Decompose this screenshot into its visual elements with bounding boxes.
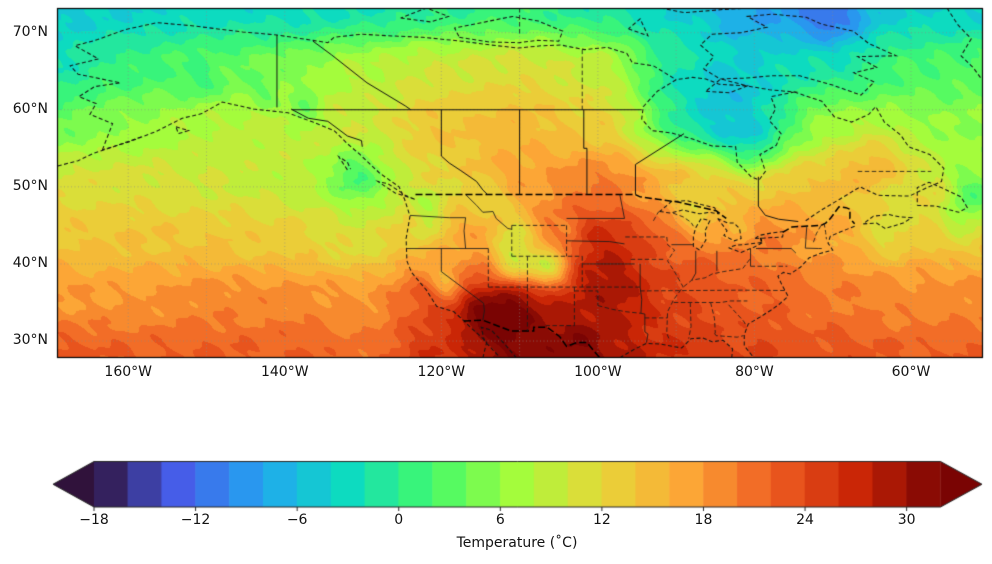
colorbar-tick-label: 12 xyxy=(592,512,611,528)
colorbar-tick-label: 18 xyxy=(694,512,713,528)
lon-tick-label: 160°W xyxy=(104,364,152,380)
colorbar-axis-label: Temperature (˚C) xyxy=(456,535,578,551)
lat-tick-label: 30°N xyxy=(12,332,48,349)
colorbar-tick-label: 0 xyxy=(394,512,404,528)
lon-tick-label: 100°W xyxy=(574,364,622,380)
lat-tick-label: 70°N xyxy=(12,23,48,40)
colorbar-tick-label: 6 xyxy=(495,512,505,528)
lat-tick-label: 40°N xyxy=(12,254,48,271)
lon-tick-label: 120°W xyxy=(417,364,466,380)
lat-tick-label: 60°N xyxy=(12,100,48,117)
colorbar-tick-label: 24 xyxy=(796,512,814,528)
colorbar-tick-label: −18 xyxy=(79,512,109,528)
lon-tick-label: 140°W xyxy=(260,364,309,380)
colorbar-tick-label: 30 xyxy=(897,512,916,528)
colorbar-tick-label: −6 xyxy=(286,512,308,528)
lat-tick-label: 50°N xyxy=(12,177,48,194)
lon-tick-label: 80°W xyxy=(735,364,774,380)
lon-tick-label: 60°W xyxy=(891,364,931,380)
colorbar-tick-label: −12 xyxy=(180,512,211,528)
